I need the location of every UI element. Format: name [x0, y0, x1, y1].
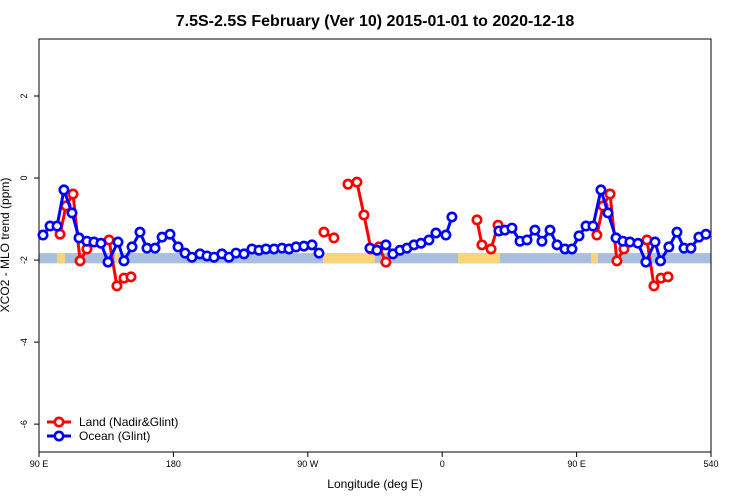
point — [313, 247, 325, 259]
legend-label: Land (Nadir&Glint) — [79, 415, 178, 429]
point — [380, 256, 392, 268]
point — [172, 241, 184, 253]
x-axis-label: Longitude (deg E) — [327, 477, 422, 491]
point — [318, 226, 330, 238]
x-tick-label: 180 — [166, 459, 181, 469]
point — [655, 255, 667, 267]
x-tick-label: 0 — [440, 459, 445, 469]
point — [423, 234, 435, 246]
point — [95, 237, 107, 249]
point — [37, 229, 49, 241]
point — [663, 241, 675, 253]
point — [118, 255, 130, 267]
point — [306, 239, 318, 251]
plot-frame — [38, 38, 712, 453]
legend-marker — [53, 416, 65, 428]
point — [529, 224, 541, 236]
point — [602, 207, 614, 219]
surface-band — [56, 253, 65, 264]
point — [164, 228, 176, 240]
point — [440, 229, 452, 241]
point — [58, 184, 70, 196]
point — [342, 178, 354, 190]
point — [149, 242, 161, 254]
point — [485, 243, 497, 255]
chart-title: 7.5S-2.5S February (Ver 10) 2015-01-01 t… — [176, 13, 575, 30]
point — [595, 184, 607, 196]
point — [380, 239, 392, 251]
point — [74, 255, 86, 267]
point — [351, 176, 363, 188]
point — [66, 207, 78, 219]
surface-band — [115, 253, 120, 264]
point — [126, 241, 138, 253]
x-tick-label: 90 W — [297, 459, 319, 469]
point — [371, 244, 383, 256]
point — [648, 280, 660, 292]
point — [328, 232, 340, 244]
y-tick-label: -2 — [19, 256, 29, 264]
y-tick-label: -4 — [19, 338, 29, 346]
point — [587, 220, 599, 232]
x-tick-label: 90 E — [30, 459, 49, 469]
point — [51, 220, 63, 232]
point — [685, 242, 697, 254]
point — [551, 239, 563, 251]
surface-band — [590, 253, 598, 264]
point — [662, 271, 674, 283]
point — [112, 236, 124, 248]
point — [671, 226, 683, 238]
y-tick-label: 0 — [19, 176, 29, 181]
point — [566, 243, 578, 255]
point — [640, 256, 652, 268]
point — [125, 271, 137, 283]
surface-band — [458, 253, 500, 264]
x-tick-label: 90 E — [567, 459, 586, 469]
point — [632, 237, 644, 249]
y-tick-label: 2 — [19, 94, 29, 99]
point — [573, 230, 585, 242]
x-tick-label: 540 — [703, 459, 718, 469]
point — [446, 211, 458, 223]
legend-marker — [53, 430, 65, 442]
point — [544, 224, 556, 236]
point — [591, 229, 603, 241]
point — [649, 236, 661, 248]
point — [430, 227, 442, 239]
point — [358, 209, 370, 221]
point — [67, 188, 79, 200]
point — [111, 280, 123, 292]
surface-band — [323, 253, 375, 264]
point — [611, 255, 623, 267]
y-axis-label: XCO2 - MLO trend (ppm) — [0, 178, 12, 313]
point — [102, 256, 114, 268]
point — [238, 248, 250, 260]
point — [604, 188, 616, 200]
point — [476, 239, 488, 251]
legend-label: Ocean (Glint) — [79, 429, 150, 443]
point — [134, 226, 146, 238]
point — [521, 234, 533, 246]
y-tick-label: -6 — [19, 420, 29, 428]
point — [536, 235, 548, 247]
point — [506, 222, 518, 234]
point — [700, 228, 712, 240]
point — [471, 214, 483, 226]
